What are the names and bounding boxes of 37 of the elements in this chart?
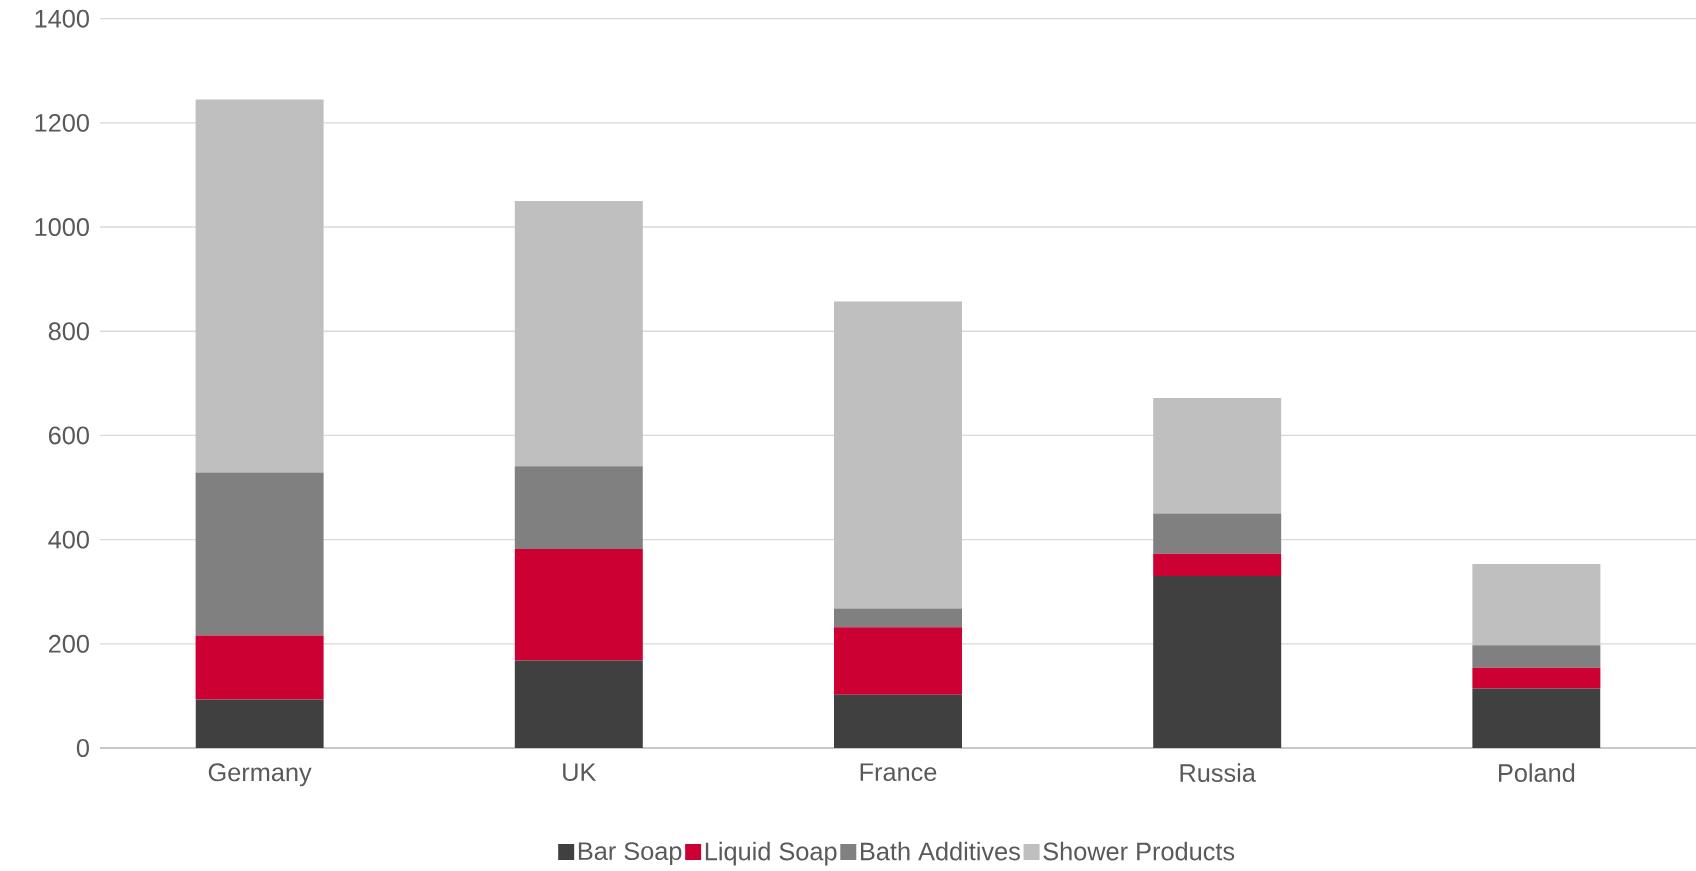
- y-tick-label: 1400: [35, 9, 89, 28]
- bar: [514, 549, 643, 661]
- bar: [195, 99, 324, 473]
- bar: [514, 201, 643, 467]
- y-tick-label: 600: [48, 426, 89, 445]
- bar: [514, 660, 643, 749]
- bar: [195, 699, 324, 749]
- x-tick-label: France: [860, 763, 937, 782]
- bar: [195, 635, 324, 700]
- bar: [833, 695, 962, 749]
- legend-label: Liquid Soap: [705, 841, 837, 866]
- x-tick-label: Russia: [1180, 763, 1256, 783]
- bar: [1472, 688, 1601, 749]
- y-tick-label: 400: [48, 530, 89, 549]
- bar: [195, 472, 324, 636]
- bar: [1153, 553, 1282, 577]
- x-tick-label: UK: [563, 763, 597, 782]
- bar: [1472, 564, 1601, 646]
- y-tick-label: 800: [48, 322, 89, 341]
- legend-label: Shower Products: [1043, 841, 1235, 861]
- bar: [1153, 576, 1282, 749]
- bar: [1472, 667, 1601, 689]
- bar: [833, 608, 962, 628]
- bar: [1153, 513, 1282, 554]
- legend-label: Bar Soap: [578, 842, 682, 866]
- bar: [1153, 398, 1282, 514]
- y-tick-label: 200: [48, 635, 89, 653]
- x-tick-label: Poland: [1499, 763, 1575, 783]
- bar: [833, 627, 962, 696]
- bar: [833, 301, 962, 609]
- y-tick-label: 0: [76, 739, 89, 758]
- bar: [1472, 645, 1601, 668]
- x-tick-label: Germany: [208, 763, 312, 787]
- legend-label: Bath Additives: [861, 841, 1020, 861]
- y-tick-label: 1200: [35, 114, 89, 132]
- bar: [514, 466, 643, 550]
- y-tick-label: 1000: [35, 218, 89, 237]
